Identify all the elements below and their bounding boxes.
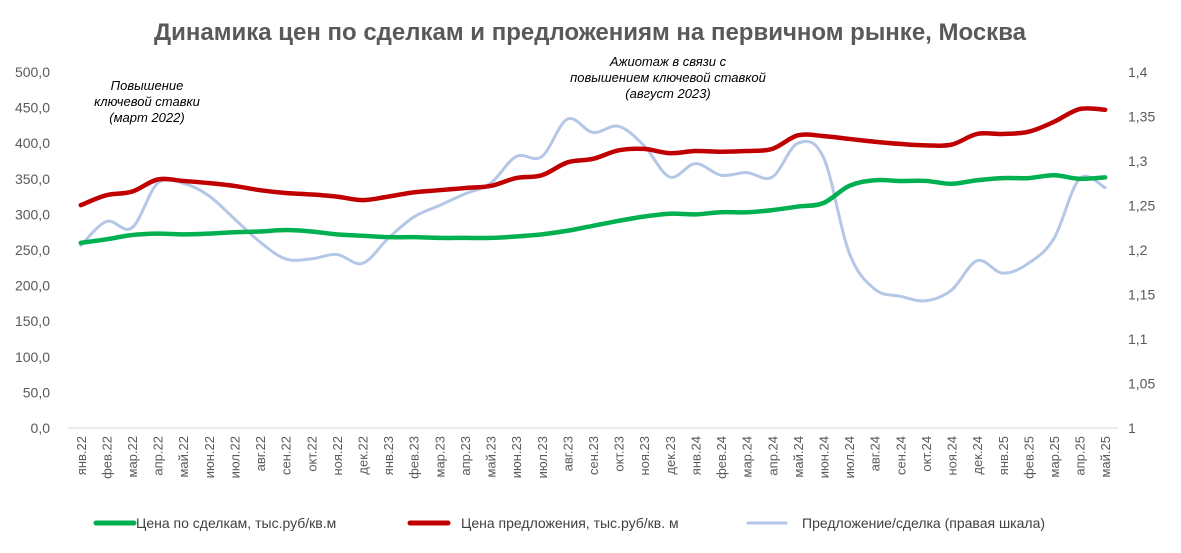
y-tick-label: 50,0 [23,384,50,400]
x-tick-label: янв.22 [74,436,89,475]
y-tick-label: 400,0 [15,135,50,151]
x-tick-label: апр.22 [151,436,166,476]
x-tick-label: май.22 [176,436,191,478]
x-tick-label: мар.22 [125,436,140,477]
y2-tick-label: 1,2 [1128,242,1148,258]
annotation-text: (август 2023) [625,86,710,101]
series-line-offers [78,105,1108,208]
y2-tick-label: 1,25 [1128,198,1155,214]
x-axis: янв.22 фев.22 мар.22 апр.22 май.22 июн.22 июл.… [74,436,1113,479]
x-tick-label: апр.25 [1073,436,1088,476]
y2-tick-label: 1,1 [1128,331,1148,347]
y2-tick-label: 1,4 [1128,64,1148,80]
x-tick-label: авг.24 [868,436,883,471]
x-tick-label: фев.25 [1021,436,1036,479]
y2-tick-label: 1,05 [1128,376,1155,392]
x-tick-label: фев.24 [714,436,729,479]
y2-tick-label: 1,3 [1128,153,1148,169]
x-tick-label: ноя.22 [330,436,345,476]
legend: Цена по сделкам, тыс.руб/кв.м Цена предло… [93,515,1045,531]
annotation-text: (март 2022) [109,110,184,125]
y-tick-label: 300,0 [15,206,50,222]
y-tick-label: 450,0 [15,100,50,116]
legend-entry-offers-label: Цена предложения, тыс.руб/кв. м [461,515,679,531]
annotation-text: Ажиотаж в связи с [609,54,727,69]
series-line-ratio [79,117,1107,303]
x-tick-label: дек.24 [970,436,985,475]
x-tick-label: фев.23 [407,436,422,479]
y2-tick-label: 1,35 [1128,109,1155,125]
legend-entry-ratio-label: Предложение/сделка (правая шкала) [802,515,1045,531]
chart-title: Динамика цен по сделкам и предложениям н… [154,19,1027,46]
x-tick-label: авг.22 [253,436,268,471]
x-tick-label: сен.24 [893,436,908,475]
x-tick-label: апр.24 [765,436,780,476]
x-tick-label: окт.24 [919,436,934,472]
x-tick-label: авг.23 [560,436,575,471]
x-tick-label: май.24 [791,436,806,478]
x-tick-label: янв.24 [688,436,703,475]
y-tick-label: 350,0 [15,171,50,187]
x-tick-label: мар.23 [432,436,447,477]
x-tick-label: мар.24 [740,436,755,477]
y-tick-label: 100,0 [15,349,50,365]
x-tick-label: сен.23 [586,436,601,475]
x-tick-label: мар.25 [1047,436,1062,477]
y-axis-left: 0,0 50,0 100,0 150,0 200,0 250,0 300,0 350,0 400… [15,64,50,436]
annotation-text: повышением ключевой ставкой [570,70,766,85]
x-tick-label: июн.23 [509,436,524,478]
x-tick-label: июн.22 [202,436,217,478]
x-tick-label: июл.24 [842,436,857,478]
x-tick-label: ноя.23 [637,436,652,476]
x-tick-label: июл.23 [535,436,550,478]
x-tick-label: дек.23 [663,436,678,475]
legend-entry-deals-label: Цена по сделкам, тыс.руб/кв.м [136,515,336,531]
y2-tick-label: 1,15 [1128,287,1155,303]
x-tick-label: май.23 [484,436,499,478]
x-tick-label: фев.22 [99,436,114,479]
x-tick-label: окт.23 [612,436,627,472]
x-tick-label: ноя.24 [945,436,960,476]
x-tick-label: янв.25 [996,436,1011,475]
y2-tick-label: 1 [1128,420,1136,436]
series-lines [78,105,1108,303]
x-tick-label: июн.24 [816,436,831,478]
annotation-text: ключевой ставки [94,94,200,109]
x-tick-label: окт.22 [304,436,319,472]
y-tick-label: 250,0 [15,242,50,258]
y-tick-label: 500,0 [15,64,50,80]
x-tick-label: янв.23 [381,436,396,475]
x-tick-label: апр.23 [458,436,473,476]
annotation-text: Повышение [111,78,184,93]
x-tick-label: сен.22 [279,436,294,475]
y-tick-label: 0,0 [31,420,51,436]
y-axis-right: 1 1,05 1,1 1,15 1,2 1,25 1,3 1,35 1,4 [1128,64,1155,436]
x-tick-label: май.25 [1098,436,1113,478]
x-tick-label: июл.22 [227,436,242,478]
series-line-deals [78,172,1108,246]
y-tick-label: 200,0 [15,278,50,294]
x-tick-label: дек.22 [356,436,371,475]
y-tick-label: 150,0 [15,313,50,329]
